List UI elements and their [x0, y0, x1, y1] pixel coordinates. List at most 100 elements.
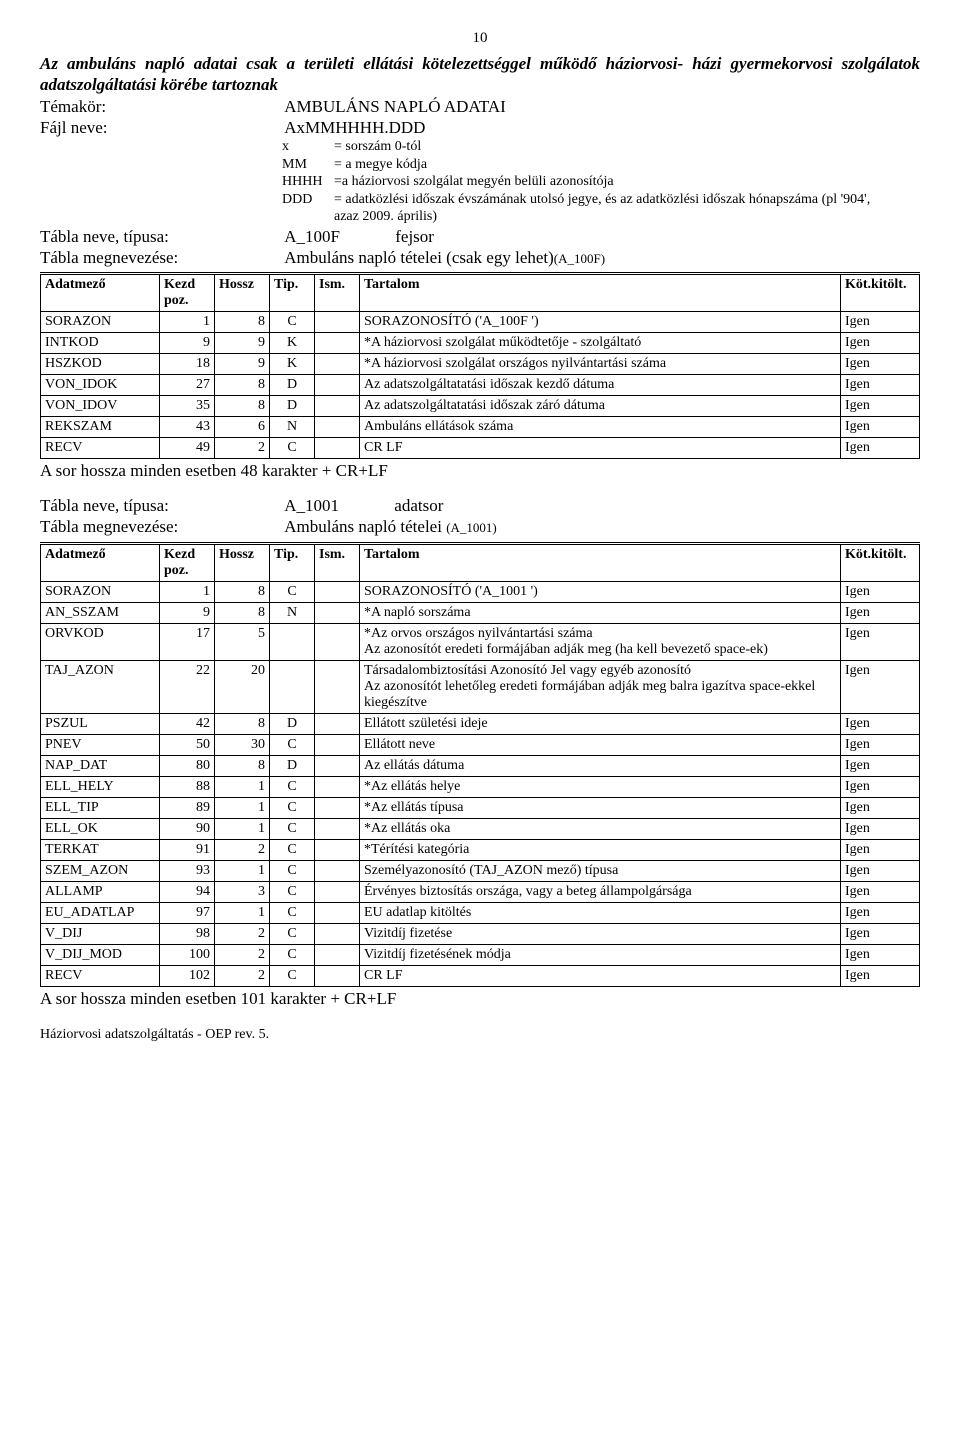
table1-name-role: fejsor [395, 227, 434, 246]
table-row: NAP_DAT808DAz ellátás dátumaIgen [41, 755, 920, 776]
table1-name-label: Tábla neve, típusa: [40, 226, 280, 247]
topic-value: AMBULÁNS NAPLÓ ADATAI [284, 96, 506, 117]
table-cell: 97 [160, 902, 215, 923]
table-cell: Ambuláns ellátások száma [360, 417, 841, 438]
table-cell: K [270, 333, 315, 354]
table-cell: Igen [841, 417, 920, 438]
table-cell: D [270, 713, 315, 734]
table-cell: EU_ADATLAP [41, 902, 160, 923]
table-cell: SORAZONOSÍTÓ ('A_1001 ') [360, 581, 841, 602]
table-cell: 42 [160, 713, 215, 734]
table-cell: *A háziorvosi szolgálat országos nyilván… [360, 354, 841, 375]
column-header: Köt.kitölt. [841, 274, 920, 312]
definition-value: = adatközlési időszak évszámának utolsó … [334, 191, 894, 226]
table-cell: C [270, 734, 315, 755]
table1-desc-suffix: (A_100F) [554, 251, 605, 266]
table-cell [315, 965, 360, 986]
table-cell: V_DIJ [41, 923, 160, 944]
table-cell: C [270, 581, 315, 602]
table-cell: 80 [160, 755, 215, 776]
table-cell: *Az ellátás helye [360, 776, 841, 797]
table-row: PNEV5030CEllátott neveIgen [41, 734, 920, 755]
definition-row: HHHH=a háziorvosi szolgálat megyén belül… [282, 173, 920, 191]
table-cell: INTKOD [41, 333, 160, 354]
table-cell: 8 [215, 602, 270, 623]
table-cell: Igen [841, 312, 920, 333]
table-cell: NAP_DAT [41, 755, 160, 776]
table-row: ELL_OK901C*Az ellátás okaIgen [41, 818, 920, 839]
table-cell: ELL_TIP [41, 797, 160, 818]
table-cell: Igen [841, 375, 920, 396]
table-cell: 1 [160, 312, 215, 333]
table-row: SORAZON18CSORAZONOSÍTÓ ('A_1001 ')Igen [41, 581, 920, 602]
table-cell [315, 923, 360, 944]
table-cell: 2 [215, 923, 270, 944]
table-cell [315, 623, 360, 660]
file-label: Fájl neve: [40, 117, 280, 138]
table-cell: 8 [215, 581, 270, 602]
table-row: VON_IDOV358DAz adatszolgáltatatási idősz… [41, 396, 920, 417]
table-cell: TAJ_AZON [41, 660, 160, 713]
topic-row: Témakör: AMBULÁNS NAPLÓ ADATAI [40, 96, 920, 117]
table-cell [315, 881, 360, 902]
table-row: TAJ_AZON2220Társadalombiztosítási Azonos… [41, 660, 920, 713]
table-cell [315, 396, 360, 417]
table2-name-code: A_1001 [284, 496, 339, 515]
definition-row: x= sorszám 0-tól [282, 138, 920, 156]
table-cell: Ellátott neve [360, 734, 841, 755]
table-cell: Igen [841, 818, 920, 839]
table-cell: Igen [841, 923, 920, 944]
table-cell [270, 660, 315, 713]
table-row: V_DIJ_MOD1002CVizitdíj fizetésének módja… [41, 944, 920, 965]
table1-name-row: Tábla neve, típusa: A_100F fejsor [40, 226, 920, 247]
table-cell: Az ellátás dátuma [360, 755, 841, 776]
table-cell: Igen [841, 776, 920, 797]
table-row: ALLAMP943CÉrvényes biztosítás országa, v… [41, 881, 920, 902]
table-cell: C [270, 965, 315, 986]
table-cell: *A háziorvosi szolgálat működtetője - sz… [360, 333, 841, 354]
table-row: ELL_HELY881C*Az ellátás helyeIgen [41, 776, 920, 797]
table-cell: 8 [215, 396, 270, 417]
table-cell: 17 [160, 623, 215, 660]
table2-sum: A sor hossza minden esetben 101 karakter… [40, 989, 920, 1009]
table-cell: 35 [160, 396, 215, 417]
table-cell: 91 [160, 839, 215, 860]
table-cell: SZEM_AZON [41, 860, 160, 881]
definition-key: x [282, 138, 334, 156]
table-cell: 100 [160, 944, 215, 965]
table-cell [315, 734, 360, 755]
table-cell [315, 713, 360, 734]
table-cell: 6 [215, 417, 270, 438]
table-row: ORVKOD175*Az orvos országos nyilvántartá… [41, 623, 920, 660]
table1-name-code: A_100F [284, 227, 340, 246]
column-header: Tartalom [360, 543, 841, 581]
table-cell: 1 [215, 776, 270, 797]
table-cell: VON_IDOK [41, 375, 160, 396]
table2-desc-row: Tábla megnevezése: Ambuláns napló tétele… [40, 516, 920, 537]
table-cell: Vizitdíj fizetése [360, 923, 841, 944]
table-cell: 9 [160, 602, 215, 623]
table-cell [315, 944, 360, 965]
table-cell [315, 417, 360, 438]
table-cell: 9 [215, 354, 270, 375]
definition-row: MM= a megye kódja [282, 156, 920, 174]
table-cell: Igen [841, 623, 920, 660]
table-row: TERKAT912C*Térítési kategóriaIgen [41, 839, 920, 860]
table-cell: VON_IDOV [41, 396, 160, 417]
table-cell: 22 [160, 660, 215, 713]
table-cell: RECV [41, 438, 160, 459]
table2-desc-suffix: (A_1001) [446, 520, 497, 535]
definitions-block: x= sorszám 0-tólMM= a megye kódjaHHHH=a … [282, 138, 920, 226]
table-cell [315, 333, 360, 354]
table-cell: 98 [160, 923, 215, 944]
table-cell: TERKAT [41, 839, 160, 860]
table-row: HSZKOD189K*A háziorvosi szolgálat ország… [41, 354, 920, 375]
table-cell: Érvényes biztosítás országa, vagy a bete… [360, 881, 841, 902]
table-cell: Igen [841, 396, 920, 417]
table2-name-row: Tábla neve, típusa: A_1001 adatsor [40, 495, 920, 516]
column-header: Hossz [215, 274, 270, 312]
table-cell [315, 797, 360, 818]
table-cell [315, 902, 360, 923]
table-cell: PSZUL [41, 713, 160, 734]
table-cell: Személyazonosító (TAJ_AZON mező) típusa [360, 860, 841, 881]
